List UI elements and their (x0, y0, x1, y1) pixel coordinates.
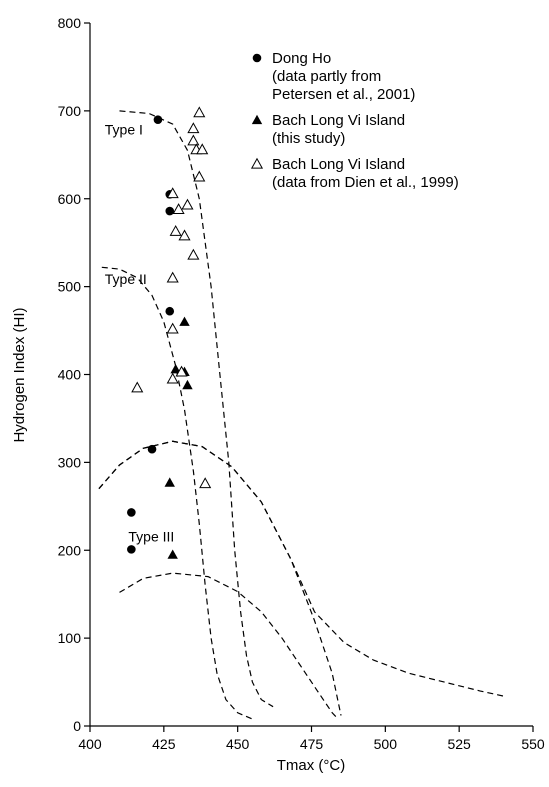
series-3-point (166, 372, 179, 384)
x-tick-label: 450 (226, 736, 250, 752)
type-i-label: Type I (105, 122, 143, 138)
series-3-point (196, 143, 209, 155)
series-3-point (169, 225, 182, 236)
x-tick-label: 550 (521, 736, 545, 752)
series-1-point (165, 306, 175, 316)
y-tick-label: 800 (58, 15, 82, 31)
legend-marker-1 (252, 53, 262, 63)
x-tick-label: 500 (374, 736, 398, 752)
y-tick-label: 200 (58, 542, 82, 558)
x-tick-label: 525 (447, 736, 471, 752)
legend-label-3: Bach Long Vi Island (272, 156, 405, 173)
type-ii-lower-curve (119, 572, 339, 720)
series-2-point (170, 364, 181, 374)
legend-marker-3 (250, 157, 264, 169)
legend-label-1: (data partly from (272, 68, 381, 85)
y-tick-label: 500 (58, 279, 82, 295)
series-3-point (166, 187, 179, 199)
series-1-point (127, 508, 136, 517)
type-ii-label: Type II (105, 271, 147, 287)
y-tick-label: 300 (58, 454, 82, 470)
legend-label-1: Dong Ho (272, 50, 331, 67)
type-i-upper-curve (119, 110, 274, 708)
legend-label-1: Petersen et al., 2001) (272, 86, 415, 103)
y-tick-label: 600 (58, 191, 82, 207)
legend-label-3: (data from Dien et al., 1999) (272, 174, 459, 191)
series-3-point (181, 198, 194, 210)
series-3-point (175, 365, 188, 377)
type-i-lower-curve (101, 266, 253, 720)
series-2-point (167, 549, 178, 559)
series-1-point (165, 206, 175, 216)
series-3-point (193, 170, 206, 182)
x-tick-label: 425 (152, 736, 176, 752)
series-1-point (127, 545, 136, 554)
legend-marker-2 (251, 114, 263, 125)
x-axis-label: Tmax (°C) (277, 757, 346, 774)
series-3-point (187, 122, 200, 134)
series-1-point (153, 115, 163, 124)
series-2-point (164, 477, 175, 487)
legend-label-2: Bach Long Vi Island (272, 112, 405, 129)
series-2-point (182, 379, 193, 390)
x-tick-label: 400 (78, 736, 102, 752)
data-points (127, 106, 212, 559)
series-3-point (166, 322, 179, 334)
type-ii-upper-curve (98, 440, 342, 716)
y-tick-label: 100 (58, 630, 82, 646)
type-curves: Type I Type II Type III (98, 110, 504, 720)
axes: 0 100 200 300 400 500 600 700 800 400 425 450 475 500… (58, 15, 545, 752)
y-tick-label: 700 (58, 103, 82, 119)
type-iii-label: Type III (128, 528, 174, 544)
series-3-point (187, 134, 200, 146)
series-1-point (147, 444, 157, 454)
series-3-point (172, 203, 185, 214)
legend-label-2: (this study) (272, 130, 345, 147)
series-3-point (199, 477, 212, 489)
series-3-point (131, 381, 144, 393)
series-2-point (179, 316, 190, 326)
y-axis-label: Hydrogen Index (HI) (11, 307, 28, 442)
series-3-point (187, 248, 200, 260)
type-iii-upper-curve (98, 440, 504, 697)
series-3-point (178, 229, 191, 241)
series-3-point (166, 271, 179, 283)
series-3-point (193, 106, 206, 118)
y-tick-label: 400 (58, 367, 82, 383)
y-tick-label: 0 (73, 718, 81, 734)
x-tick-label: 475 (300, 736, 324, 752)
